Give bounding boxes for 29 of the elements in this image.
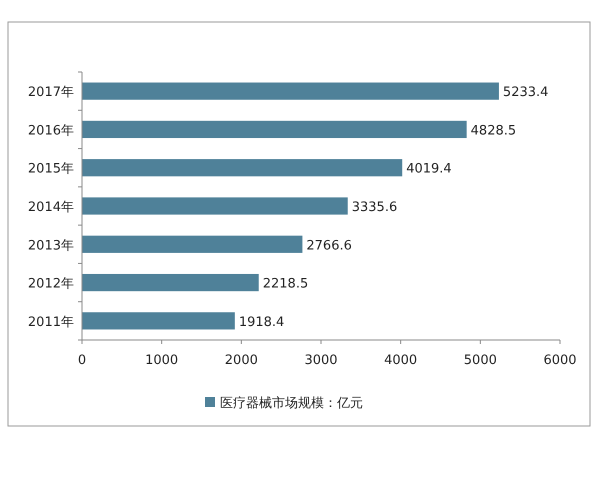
x-tick-label: 3000 [304, 353, 338, 368]
data-label: 3335.6 [352, 200, 398, 215]
x-tick-label: 6000 [543, 353, 577, 368]
y-tick-label: 2011年 [28, 314, 74, 330]
y-tick-label: 2017年 [28, 85, 74, 100]
bar [82, 197, 348, 215]
y-tick-label: 2016年 [28, 123, 74, 138]
bar [82, 236, 302, 253]
y-tick-label: 2014年 [28, 200, 74, 215]
x-tick-label: 1000 [145, 353, 178, 368]
data-label: 4019.4 [406, 162, 452, 177]
x-tick-label: 4000 [384, 353, 418, 368]
x-tick-label: 2000 [224, 353, 258, 368]
bar [82, 159, 402, 176]
data-label: 5233.4 [502, 85, 548, 100]
data-label: 4828.5 [470, 123, 516, 138]
y-tick-label: 2012年 [28, 276, 74, 292]
x-tick-label: 5000 [464, 353, 497, 368]
data-label: 1918.4 [238, 314, 284, 330]
bar [82, 120, 467, 138]
bar [82, 312, 235, 330]
data-label: 2218.5 [262, 276, 308, 292]
bar [82, 82, 499, 100]
y-tick-label: 2015年 [28, 162, 74, 177]
bar [82, 274, 259, 292]
x-tick-label: 0 [78, 353, 86, 368]
legend-label: 医疗器械市场规模：亿元 [220, 396, 363, 411]
data-label: 2766.6 [306, 238, 352, 254]
y-tick-label: 2013年 [28, 238, 74, 254]
